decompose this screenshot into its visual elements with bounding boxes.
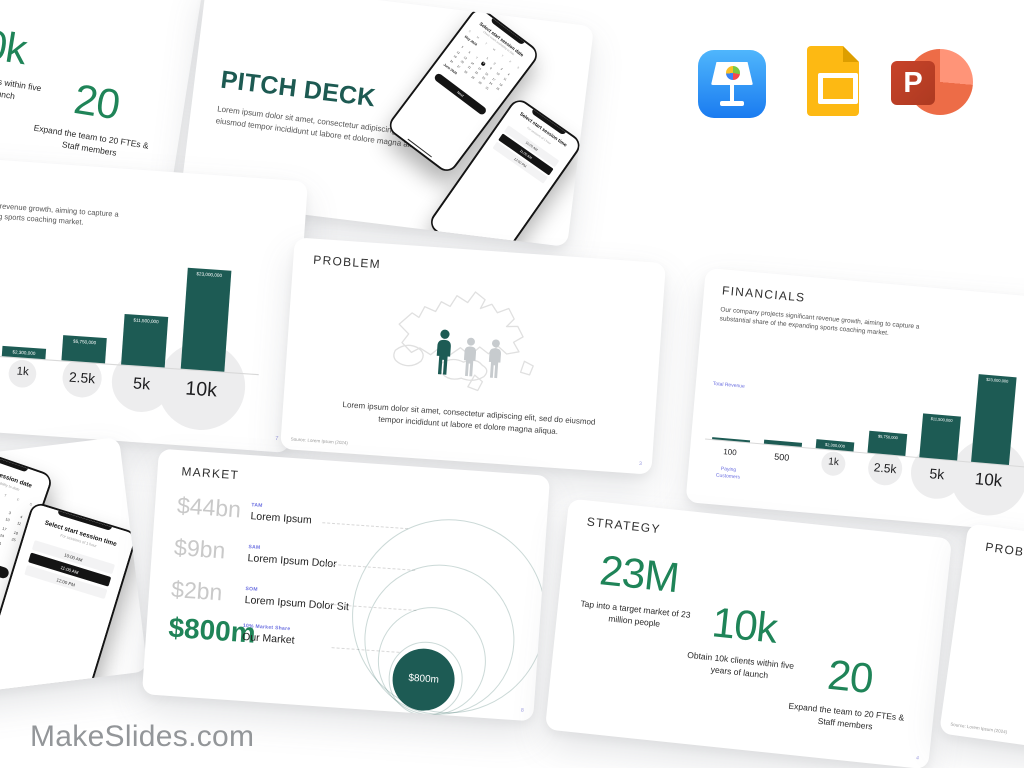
category-label: 2.5k [873,460,898,477]
stat-value: 10k [709,598,780,652]
financials-content: FINANCIALS Our company projects signific… [685,268,1024,535]
category-label: 2.5k [68,368,96,387]
people-icons [432,327,515,380]
market-value-som: $2bn [170,575,224,606]
google-slides-icon [807,46,859,116]
time-option-list: 10:00 AM 11:00 AM 12:00 PM [14,537,126,602]
category-label: 100 [722,447,738,458]
strategy-stat: 20 Expand the team to 20 FTEs & Staff me… [29,69,160,165]
slide-problem-partial: PROBLEM Source: Lorem Ipsum (2024) [939,523,1024,768]
connector-line [322,522,409,530]
stat-value: 20 [825,650,875,703]
time-option-list: 10:00 AM 11:00 AM 12:00 PM [486,121,566,188]
bar-10k [971,374,1017,466]
source-note: Source: Lorem Ipsum (2024) [290,436,349,446]
powerpoint-icon: P [891,47,975,119]
slide-problem: PROBLEM Lorem ipsum dolor sit amet, cons… [280,237,666,475]
slides-folded-corner [843,46,859,62]
slide-title: FINANCIALS [721,283,807,305]
revenue-bar-chart: 100500$2,300,0001k$5,750,0002.5k$11,500,… [0,242,272,441]
financials-content: FINANCIALS Our company projects signific… [0,151,308,451]
slide-financials-partial: FINANCIALS Our company projects signific… [0,151,308,453]
person-icon-highlighted [436,329,451,375]
keynote-pie-chart [725,65,741,81]
market-label-tam: Lorem Ipsum [250,510,313,527]
market-label-sam: Lorem Ipsum Dolor [247,552,338,571]
problem-body: Lorem ipsum dolor sit amet, consectetur … [342,400,596,436]
market-value-tam: $44bn [176,492,242,523]
page-number: 4 [915,755,920,762]
stat-value: 10k [0,16,30,74]
hong-kong-map-outline [393,291,534,392]
slides-frame-shape [818,73,858,104]
category-label: 10k [184,377,218,402]
keynote-icon [698,50,766,118]
slide-title: PROBLEM [312,252,382,272]
slide-title: STRATEGY [586,514,662,537]
slide-financials: FINANCIALS Our company projects signific… [685,267,1024,536]
category-label: 1k [827,456,840,469]
slide-title: MARKET [181,464,240,483]
market-tag-som: SOM [245,586,258,593]
strategy-stat: 20 Expand the team to 20 FTEs & Staff me… [785,647,912,737]
page-number: 7 [275,435,279,443]
market-tag-sam: SAM [248,544,261,551]
financials-body: Our company projects significant revenue… [719,306,920,338]
category-label: 1k [16,365,30,379]
slide-title: PROBLEM [984,539,1024,564]
bar-10k [180,267,232,372]
page-number: 3 [638,460,643,468]
slide-strategy: STRATEGY 23M Tap into a target market of… [544,498,953,768]
market-tag-tam: TAM [251,502,263,509]
stat-caption: Obtain 10k clients within five years of … [686,649,795,681]
financials-body: Our company projects significant revenue… [0,195,119,228]
powerpoint-letter-tile: P [891,61,935,105]
slide-market: MARKET $44bn TAM Lorem Ipsum $9bn SAM Lo… [141,448,551,722]
source-note: Source: Lorem Ipsum (2024) [950,721,1008,735]
person-icon [463,337,477,377]
category-label: 500 [773,451,790,463]
keynote-base [720,101,744,106]
market-value-sam: $9bn [173,533,227,564]
page-number: 8 [520,707,524,714]
person-icon [488,339,501,379]
stat-caption: Expand the team to 20 FTEs & Staff membe… [788,700,905,732]
keynote-stand [730,85,734,101]
brand-logo-text[interactable]: MakeSlides.com [30,720,255,753]
